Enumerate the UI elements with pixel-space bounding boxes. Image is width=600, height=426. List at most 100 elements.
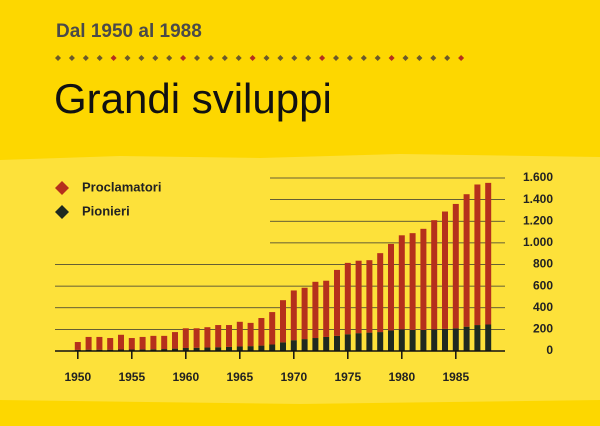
bar-segment (139, 349, 146, 351)
chart-title: Grandi sviluppi (54, 75, 332, 122)
bar-segment (290, 340, 297, 351)
divider-dot (124, 55, 131, 61)
divider-dot (458, 55, 465, 61)
y-tick-label: 1.000 (523, 235, 553, 249)
bar-segment (355, 260, 362, 334)
y-tick-label: 1.200 (523, 213, 553, 227)
bar-segment (388, 330, 394, 351)
x-tick-label: 1950 (64, 370, 91, 384)
bar-segment (344, 262, 351, 335)
bar-segment (474, 325, 481, 351)
bar-segment (226, 325, 232, 347)
divider-dot (249, 55, 256, 61)
bar-segment (280, 342, 286, 351)
divider-dot (110, 55, 117, 61)
bar-segment (442, 211, 448, 329)
bar-segment (409, 233, 416, 330)
divider-dot (235, 55, 242, 61)
bar-segment (366, 332, 373, 351)
bar-segment (269, 312, 276, 345)
bar-segment (161, 349, 168, 351)
bar-segment (301, 339, 308, 351)
divider-dot (360, 55, 367, 61)
bar-segment (409, 329, 416, 351)
bar-segment (204, 347, 211, 351)
legend-label: Proclamatori (82, 179, 161, 194)
bar-segment (74, 342, 81, 350)
divider-dot (305, 55, 312, 61)
bar-segment (323, 280, 330, 337)
bar-segment (258, 318, 265, 346)
bar-segment (269, 344, 276, 351)
bar-segment (215, 325, 222, 348)
y-tick-label: 1.600 (523, 170, 553, 184)
divider-dot (291, 55, 298, 61)
divider (55, 55, 465, 61)
bar-segment (452, 328, 459, 351)
divider-dot (346, 55, 353, 61)
bar-segment (485, 324, 492, 351)
bar-segment (193, 328, 200, 348)
bar-segment (247, 322, 254, 347)
divider-dot (374, 55, 381, 61)
divider-dot (82, 55, 89, 61)
x-tick-label: 1985 (442, 370, 469, 384)
legend-label: Pionieri (82, 203, 130, 218)
bar-segment (150, 335, 157, 350)
bar-segment (204, 327, 211, 348)
bar-segment (420, 329, 427, 351)
bar-segment (344, 334, 351, 351)
divider-dot (180, 55, 187, 61)
bar-segment (398, 235, 405, 330)
bar-segment (96, 336, 103, 350)
x-tick-label: 1965 (226, 370, 253, 384)
bar-segment (247, 346, 254, 351)
bar-segment (193, 347, 200, 351)
bar-segment (431, 220, 438, 330)
bar-segment (258, 345, 265, 351)
bar-segment (431, 329, 438, 351)
bar-segment (182, 328, 189, 348)
x-tick-label: 1970 (280, 370, 307, 384)
divider-dot (68, 55, 75, 61)
x-tick-label: 1975 (334, 370, 361, 384)
divider-dot (263, 55, 270, 61)
legend-swatch (55, 181, 69, 195)
panel (0, 154, 600, 404)
bar-segment (377, 332, 384, 351)
divider-dot (402, 55, 409, 61)
bar-segment (301, 287, 308, 340)
bar-segment (172, 332, 178, 349)
bar-segment (334, 269, 340, 336)
divider-dot (444, 55, 451, 61)
legend-swatch (55, 205, 69, 219)
divider-dot (430, 55, 437, 61)
bar-segment (355, 333, 362, 351)
bar-segment (452, 203, 459, 329)
bar-segment (366, 260, 373, 333)
divider-dot (55, 55, 61, 61)
divider-dot (221, 55, 228, 61)
bar-segment (236, 321, 243, 347)
bar-segment (139, 336, 146, 350)
bar-segment (485, 182, 492, 325)
bar-segment (398, 329, 405, 351)
divider-dot (277, 55, 284, 61)
divider-dot (194, 55, 200, 61)
bar-segment (334, 335, 340, 351)
bar-segment (323, 336, 330, 351)
x-tick-label: 1955 (118, 370, 145, 384)
y-tick-label: 0 (546, 343, 553, 357)
y-tick-label: 400 (533, 300, 553, 314)
bar-segment (388, 243, 394, 331)
divider-dot (319, 55, 326, 61)
bar-segment (172, 348, 178, 351)
divider-dot (207, 55, 214, 61)
divider-dot (96, 55, 103, 61)
bar-segment (463, 194, 470, 327)
bar-segment (215, 347, 222, 351)
bar-segment (85, 336, 92, 350)
bar-segment (161, 335, 168, 350)
y-tick-label: 600 (533, 278, 553, 292)
